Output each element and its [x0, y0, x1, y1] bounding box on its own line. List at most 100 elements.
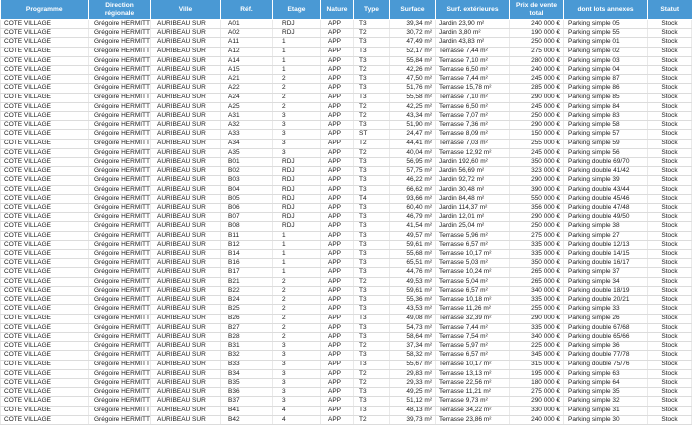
cell-ville[interactable]: AURIBEAU SUR — [150, 387, 221, 398]
cell-surface[interactable]: 46,79 m² — [389, 212, 436, 223]
cell-etage[interactable]: 2 — [272, 295, 321, 306]
cell-ref[interactable]: A35 — [220, 148, 273, 159]
cell-surf_ext[interactable]: Terrasse 10,18 m² — [435, 295, 510, 306]
cell-statut[interactable]: Stock — [647, 203, 692, 214]
cell-type[interactable]: T3 — [353, 166, 390, 177]
cell-etage[interactable]: 3 — [272, 378, 321, 389]
cell-programme[interactable]: COTE VILLAGE — [0, 157, 89, 168]
cell-etage[interactable]: 3 — [272, 111, 321, 122]
cell-prix[interactable]: 280 000 € — [509, 56, 564, 67]
cell-prix[interactable]: 255 000 € — [509, 139, 564, 149]
cell-type[interactable]: T3 — [353, 74, 390, 85]
cell-nature[interactable]: APP — [320, 277, 354, 287]
column-header-ref[interactable]: Réf. — [220, 0, 273, 20]
cell-type[interactable]: T3 — [353, 387, 390, 398]
cell-etage[interactable]: RDJ — [272, 28, 321, 39]
cell-surface[interactable]: 55,36 m² — [389, 295, 436, 306]
cell-surf_ext[interactable]: Terrasse 7,07 m² — [435, 111, 510, 122]
cell-nature[interactable]: APP — [320, 387, 354, 398]
column-header-type[interactable]: Type — [353, 0, 390, 20]
cell-ref[interactable]: B03 — [220, 175, 273, 186]
cell-direction[interactable]: Grégoire HERMITTE — [88, 111, 151, 122]
cell-statut[interactable]: Stock — [647, 175, 692, 186]
cell-etage[interactable]: 1 — [272, 56, 321, 67]
cell-prix[interactable]: 340 000 € — [509, 286, 564, 297]
cell-surface[interactable]: 66,62 m² — [389, 185, 436, 195]
cell-ville[interactable]: AURIBEAU SUR — [150, 166, 221, 177]
cell-prix[interactable]: 290 000 € — [509, 175, 564, 186]
cell-direction[interactable]: Grégoire HERMITTE — [88, 258, 151, 269]
cell-ville[interactable]: AURIBEAU SUR — [150, 415, 221, 425]
cell-etage[interactable]: 3 — [272, 120, 321, 131]
cell-type[interactable]: T3 — [353, 203, 390, 214]
cell-surface[interactable]: 44,41 m² — [389, 139, 436, 149]
cell-direction[interactable]: Grégoire HERMITTE — [88, 323, 151, 333]
cell-nature[interactable]: APP — [320, 83, 354, 94]
cell-surface[interactable]: 47,49 m² — [389, 37, 436, 48]
cell-type[interactable]: T3 — [353, 157, 390, 168]
cell-annexes[interactable]: Parking simple 35 — [563, 387, 648, 398]
cell-surf_ext[interactable]: Terrasse 10,17 m² — [435, 360, 510, 370]
cell-annexes[interactable]: Parking double 77/78 — [563, 350, 648, 361]
cell-etage[interactable]: 2 — [272, 83, 321, 94]
cell-surf_ext[interactable]: Terrasse 13,13 m² — [435, 369, 510, 379]
cell-programme[interactable]: COTE VILLAGE — [0, 28, 89, 39]
cell-ville[interactable]: AURIBEAU SUR — [150, 378, 221, 389]
cell-surface[interactable]: 39,34 m² — [389, 19, 436, 30]
cell-statut[interactable]: Stock — [647, 166, 692, 177]
cell-surface[interactable]: 55,67 m² — [389, 360, 436, 370]
cell-surf_ext[interactable]: Terrasse 7,44 m² — [435, 74, 510, 85]
cell-prix[interactable]: 245 000 € — [509, 102, 564, 113]
cell-statut[interactable]: Stock — [647, 111, 692, 122]
cell-surf_ext[interactable]: Terrasse 10,24 m² — [435, 267, 510, 278]
cell-programme[interactable]: COTE VILLAGE — [0, 175, 89, 186]
cell-surface[interactable]: 40,04 m² — [389, 148, 436, 159]
cell-ref[interactable]: B25 — [220, 304, 273, 315]
cell-ville[interactable]: AURIBEAU SUR — [150, 19, 221, 30]
cell-etage[interactable]: 3 — [272, 139, 321, 149]
cell-nature[interactable]: APP — [320, 295, 354, 306]
cell-surf_ext[interactable]: Terrasse 7,44 m² — [435, 323, 510, 333]
cell-statut[interactable]: Stock — [647, 240, 692, 251]
cell-etage[interactable]: 3 — [272, 129, 321, 140]
cell-ville[interactable]: AURIBEAU SUR — [150, 304, 221, 315]
cell-ville[interactable]: AURIBEAU SUR — [150, 203, 221, 214]
cell-nature[interactable]: APP — [320, 286, 354, 297]
cell-ref[interactable]: B36 — [220, 387, 273, 398]
cell-annexes[interactable]: Parking simple 01 — [563, 37, 648, 48]
cell-annexes[interactable]: Parking simple 64 — [563, 378, 648, 389]
cell-ref[interactable]: B34 — [220, 369, 273, 379]
cell-statut[interactable]: Stock — [647, 139, 692, 149]
cell-nature[interactable]: APP — [320, 314, 354, 324]
cell-surface[interactable]: 37,34 m² — [389, 341, 436, 352]
cell-prix[interactable]: 275 000 € — [509, 231, 564, 241]
cell-surf_ext[interactable]: Jardin 92,72 m² — [435, 175, 510, 186]
cell-direction[interactable]: Grégoire HERMITTE — [88, 267, 151, 278]
cell-statut[interactable]: Stock — [647, 93, 692, 103]
cell-ref[interactable]: B07 — [220, 212, 273, 223]
cell-annexes[interactable]: Parking simple 30 — [563, 415, 648, 425]
cell-prix[interactable]: 335 000 € — [509, 323, 564, 333]
cell-ville[interactable]: AURIBEAU SUR — [150, 175, 221, 186]
column-header-nature[interactable]: Nature — [320, 0, 354, 20]
cell-direction[interactable]: Grégoire HERMITTE — [88, 240, 151, 251]
column-header-statut[interactable]: Statut — [647, 0, 692, 20]
cell-surf_ext[interactable]: Terrasse 12,92 m² — [435, 148, 510, 159]
cell-nature[interactable]: APP — [320, 157, 354, 168]
cell-direction[interactable]: Grégoire HERMITTE — [88, 231, 151, 241]
cell-etage[interactable]: 1 — [272, 231, 321, 241]
cell-surf_ext[interactable]: Terrasse 22,56 m² — [435, 378, 510, 389]
cell-programme[interactable]: COTE VILLAGE — [0, 65, 89, 76]
cell-surface[interactable]: 49,25 m² — [389, 387, 436, 398]
cell-etage[interactable]: 1 — [272, 37, 321, 48]
cell-nature[interactable]: APP — [320, 93, 354, 103]
cell-annexes[interactable]: Parking simple 58 — [563, 120, 648, 131]
cell-annexes[interactable]: Parking simple 87 — [563, 74, 648, 85]
cell-etage[interactable]: RDJ — [272, 185, 321, 195]
cell-prix[interactable]: 240 000 € — [509, 415, 564, 425]
cell-surface[interactable]: 58,32 m² — [389, 350, 436, 361]
cell-surf_ext[interactable]: Jardin 43,83 m² — [435, 37, 510, 48]
cell-ref[interactable]: A32 — [220, 120, 273, 131]
cell-ville[interactable]: AURIBEAU SUR — [150, 47, 221, 57]
cell-surf_ext[interactable]: Terrasse 5,04 m² — [435, 277, 510, 287]
